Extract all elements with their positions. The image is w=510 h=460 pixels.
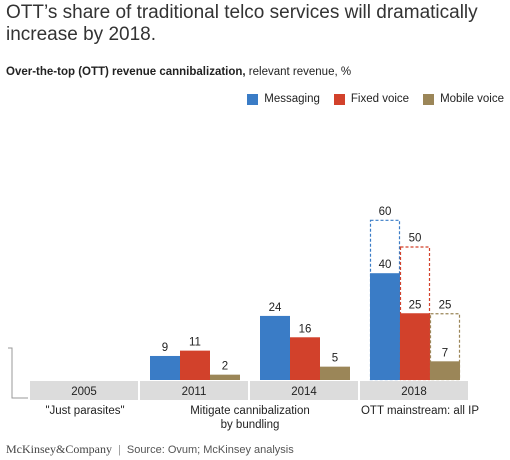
phase-label-1: "Just parasites" (45, 405, 124, 417)
headline: OTT’s share of traditional telco service… (6, 2, 478, 45)
category-bar-2011 (140, 381, 248, 400)
phase-label-2: Mitigate cannibalization by bundling (190, 405, 310, 431)
x-tick-label-2014: 2014 (291, 386, 317, 398)
projected-label-mobile-voice-2018: 25 (439, 299, 452, 311)
bar-messaging-2014 (260, 315, 290, 380)
x-tick-label-2018: 2018 (401, 386, 427, 398)
legend-item-mobile-voice: Mobile voice (423, 93, 504, 105)
footer: McKinsey&Company | Source: Ovum; McKinsey … (6, 442, 294, 457)
phase-label-3: OTT mainstream: all IP (361, 405, 479, 417)
chart-subtitle: Over-the-top (OTT) revenue cannibalizati… (6, 66, 351, 78)
legend-label-messaging: Messaging (264, 93, 320, 105)
projected-bar-mobile-voice-2018 (429, 313, 461, 381)
legend-label-mobile-voice: Mobile voice (440, 93, 504, 105)
bar-messaging-2018 (370, 273, 400, 380)
data-label-fixed-voice-2011: 11 (189, 337, 201, 349)
x-tick-label-2005: 2005 (71, 386, 97, 398)
projected-label-messaging-2018: 60 (379, 206, 392, 218)
category-bar-2014 (250, 381, 358, 400)
data-label-mobile-voice-2014: 5 (332, 353, 338, 365)
data-label-mobile-voice-2011: 2 (222, 361, 228, 373)
category-bar-2018 (360, 381, 468, 400)
bar-mobile-voice-2011 (210, 374, 240, 380)
chart-legend: Messaging Fixed voice Mobile voice (247, 93, 504, 105)
subtitle-bold: Over-the-top (OTT) revenue cannibalizati… (6, 66, 246, 78)
bar-fixed-voice-2018 (400, 313, 430, 380)
bar-mobile-voice-2018 (430, 361, 460, 380)
bar-fixed-voice-2011 (180, 350, 210, 380)
legend-item-messaging: Messaging (247, 93, 320, 105)
legend-swatch-mobile-voice (423, 93, 435, 105)
subtitle-rest: relevant revenue, % (245, 66, 352, 78)
brand-logo: McKinsey&Company (6, 442, 112, 456)
legend-label-fixed-voice: Fixed voice (350, 93, 410, 105)
data-label-fixed-voice-2014: 16 (299, 323, 312, 335)
data-label-messaging-2014: 24 (269, 302, 282, 314)
axis-bracket (8, 347, 28, 399)
bar-mobile-voice-2014 (320, 366, 350, 380)
data-label-messaging-2018: 40 (379, 259, 392, 271)
category-bar-2005 (30, 381, 138, 400)
footer-separator: | (118, 444, 121, 456)
bar-fixed-voice-2014 (290, 337, 320, 380)
projected-label-fixed-voice-2018: 50 (409, 233, 422, 245)
source-note: Source: Ovum; McKinsey analysis (126, 444, 294, 456)
data-label-fixed-voice-2018: 25 (409, 299, 422, 311)
bar-messaging-2011 (150, 355, 180, 380)
data-label-messaging-2011: 9 (162, 342, 168, 354)
x-tick-label-2011: 2011 (182, 386, 207, 398)
legend-item-fixed-voice: Fixed voice (333, 93, 410, 105)
legend-swatch-fixed-voice (333, 93, 345, 105)
legend-swatch-messaging (247, 93, 259, 105)
data-label-mobile-voice-2018: 7 (442, 347, 448, 359)
